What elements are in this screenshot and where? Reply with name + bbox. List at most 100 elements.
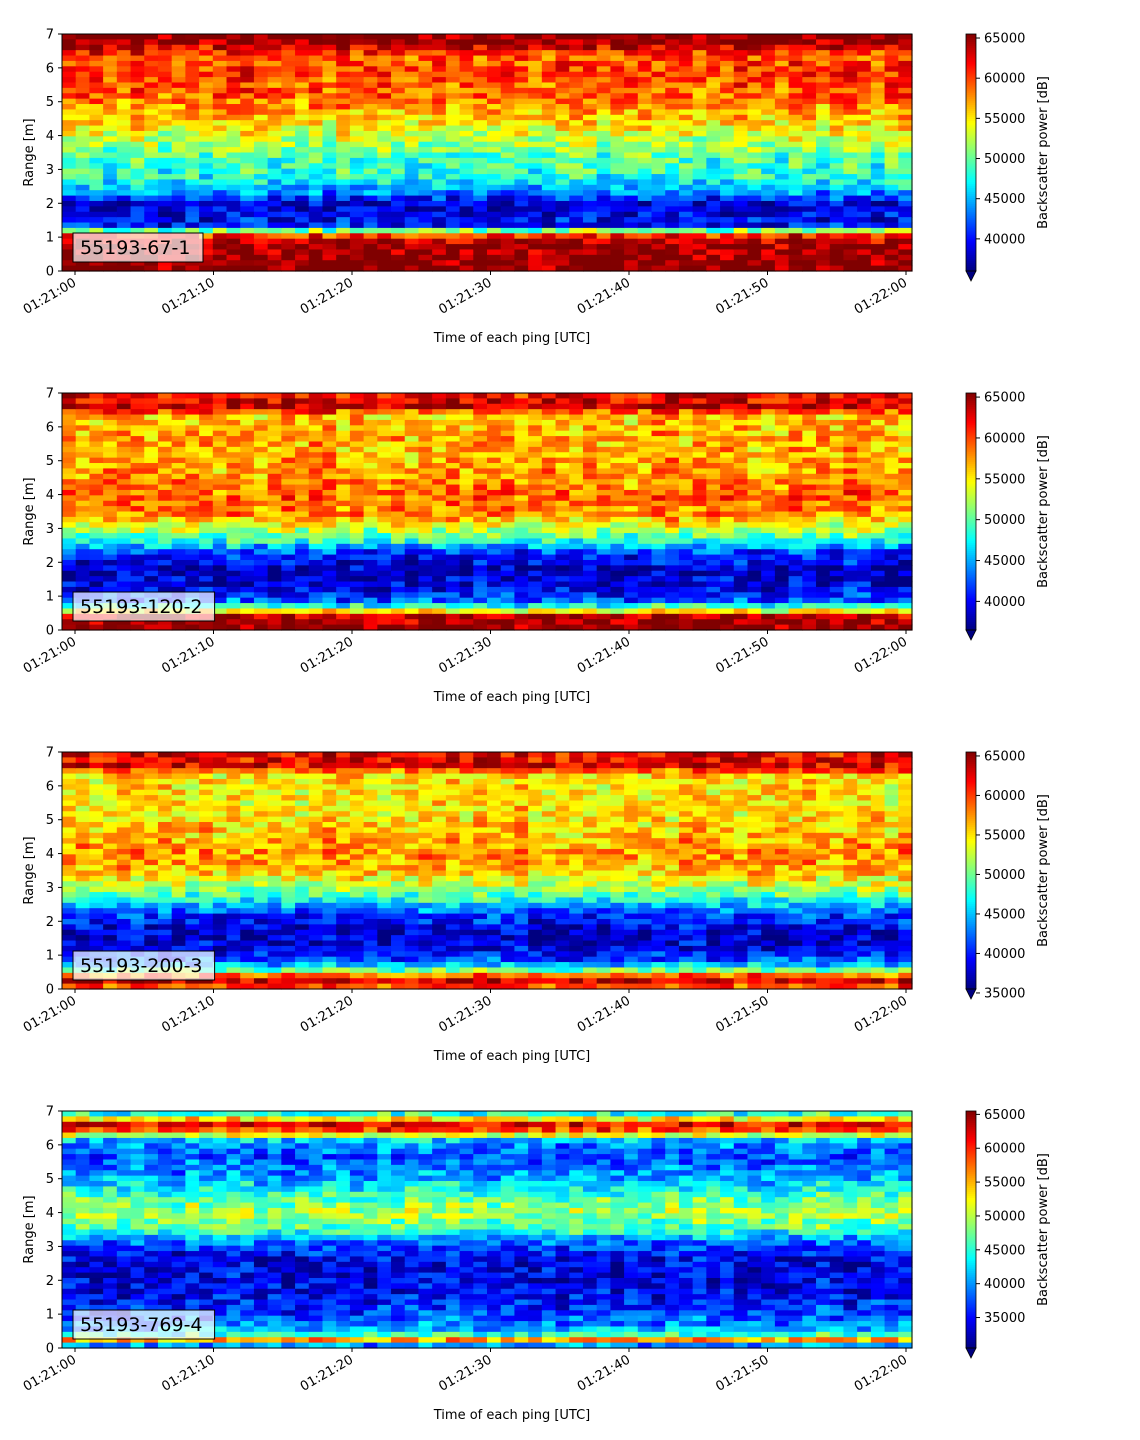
- heatmap-cell: [405, 571, 419, 577]
- heatmap-cell: [131, 99, 145, 105]
- heatmap-cell: [309, 34, 323, 40]
- heatmap-cell: [295, 228, 309, 234]
- heatmap-cell: [322, 452, 336, 458]
- heatmap-cell: [117, 415, 131, 421]
- heatmap-cell: [898, 104, 912, 110]
- heatmap-cell: [89, 34, 103, 40]
- heatmap-cell: [418, 99, 432, 105]
- heatmap-cell: [350, 565, 364, 571]
- heatmap-cell: [542, 104, 556, 110]
- heatmap-cell: [638, 619, 652, 625]
- heatmap-cell: [295, 463, 309, 469]
- heatmap-cell: [556, 544, 570, 550]
- heatmap-cell: [802, 82, 816, 88]
- heatmap-cell: [158, 490, 172, 496]
- heatmap-cell: [62, 582, 76, 588]
- heatmap-cell: [185, 506, 199, 512]
- heatmap-cell: [281, 169, 295, 175]
- heatmap-cell: [693, 431, 707, 437]
- heatmap-cell: [268, 56, 282, 62]
- heatmap-cell: [747, 126, 761, 132]
- heatmap-cell: [693, 512, 707, 518]
- heatmap-cell: [377, 458, 391, 464]
- heatmap-cell: [871, 131, 885, 137]
- heatmap-cell: [802, 249, 816, 255]
- heatmap-cell: [624, 592, 638, 598]
- heatmap-cell: [747, 147, 761, 153]
- heatmap-cell: [720, 82, 734, 88]
- heatmap-cell: [131, 582, 145, 588]
- heatmap-cell: [652, 608, 666, 614]
- heatmap-cell: [391, 425, 405, 431]
- heatmap-cell: [418, 142, 432, 148]
- heatmap-cell: [432, 479, 446, 485]
- heatmap-cell: [487, 185, 501, 191]
- heatmap-cell: [610, 61, 624, 67]
- heatmap-cell: [158, 56, 172, 62]
- heatmap-cell: [802, 126, 816, 132]
- heatmap-cell: [830, 228, 844, 234]
- heatmap-cell: [802, 206, 816, 212]
- heatmap-cell: [350, 99, 364, 105]
- heatmap-cell: [487, 517, 501, 523]
- heatmap-cell: [583, 212, 597, 218]
- heatmap-cell: [240, 45, 254, 51]
- heatmap-cell: [281, 587, 295, 593]
- heatmap-cell: [789, 39, 803, 45]
- heatmap-cell: [213, 56, 227, 62]
- heatmap-cell: [158, 126, 172, 132]
- heatmap-cell: [610, 560, 624, 566]
- heatmap-cell: [391, 228, 405, 234]
- heatmap-cell: [377, 190, 391, 196]
- heatmap-cell: [322, 201, 336, 207]
- heatmap-cell: [898, 179, 912, 185]
- heatmap-cell: [624, 603, 638, 609]
- heatmap-cell: [336, 512, 350, 518]
- heatmap-cell: [405, 614, 419, 620]
- heatmap-cell: [322, 555, 336, 561]
- heatmap-cell: [89, 468, 103, 474]
- heatmap-cell: [693, 582, 707, 588]
- heatmap-cell: [76, 131, 90, 137]
- heatmap-cell: [542, 131, 556, 137]
- heatmap-cell: [528, 501, 542, 507]
- heatmap-cell: [720, 88, 734, 94]
- heatmap-cell: [432, 169, 446, 175]
- heatmap-cell: [158, 185, 172, 191]
- heatmap-cell: [281, 260, 295, 266]
- heatmap-cell: [199, 393, 213, 399]
- heatmap-cell: [528, 260, 542, 266]
- heatmap-cell: [473, 420, 487, 426]
- heatmap-cell: [336, 560, 350, 566]
- heatmap-cell: [501, 393, 515, 399]
- heatmap-cell: [391, 544, 405, 550]
- heatmap-cell: [227, 614, 241, 620]
- heatmap-cell: [240, 517, 254, 523]
- heatmap-cell: [199, 485, 213, 491]
- heatmap-cell: [103, 153, 117, 159]
- heatmap-cell: [761, 206, 775, 212]
- heatmap-cell: [693, 393, 707, 399]
- heatmap-cell: [322, 223, 336, 229]
- heatmap-cell: [240, 571, 254, 577]
- heatmap-cell: [62, 398, 76, 404]
- heatmap-cell: [103, 533, 117, 539]
- heatmap-cell: [706, 223, 720, 229]
- heatmap-cell: [418, 228, 432, 234]
- heatmap-cell: [240, 592, 254, 598]
- heatmap-cell: [583, 479, 597, 485]
- heatmap-cell: [473, 212, 487, 218]
- heatmap-cell: [830, 45, 844, 51]
- heatmap-cell: [117, 398, 131, 404]
- heatmap-cell: [761, 217, 775, 223]
- heatmap-cell: [501, 104, 515, 110]
- heatmap-cell: [240, 603, 254, 609]
- heatmap-cell: [487, 512, 501, 518]
- heatmap-cell: [103, 206, 117, 212]
- heatmap-cell: [665, 603, 679, 609]
- heatmap-cell: [610, 260, 624, 266]
- heatmap-cell: [638, 206, 652, 212]
- heatmap-cell: [528, 88, 542, 94]
- heatmap-cell: [556, 495, 570, 501]
- heatmap-cell: [556, 158, 570, 164]
